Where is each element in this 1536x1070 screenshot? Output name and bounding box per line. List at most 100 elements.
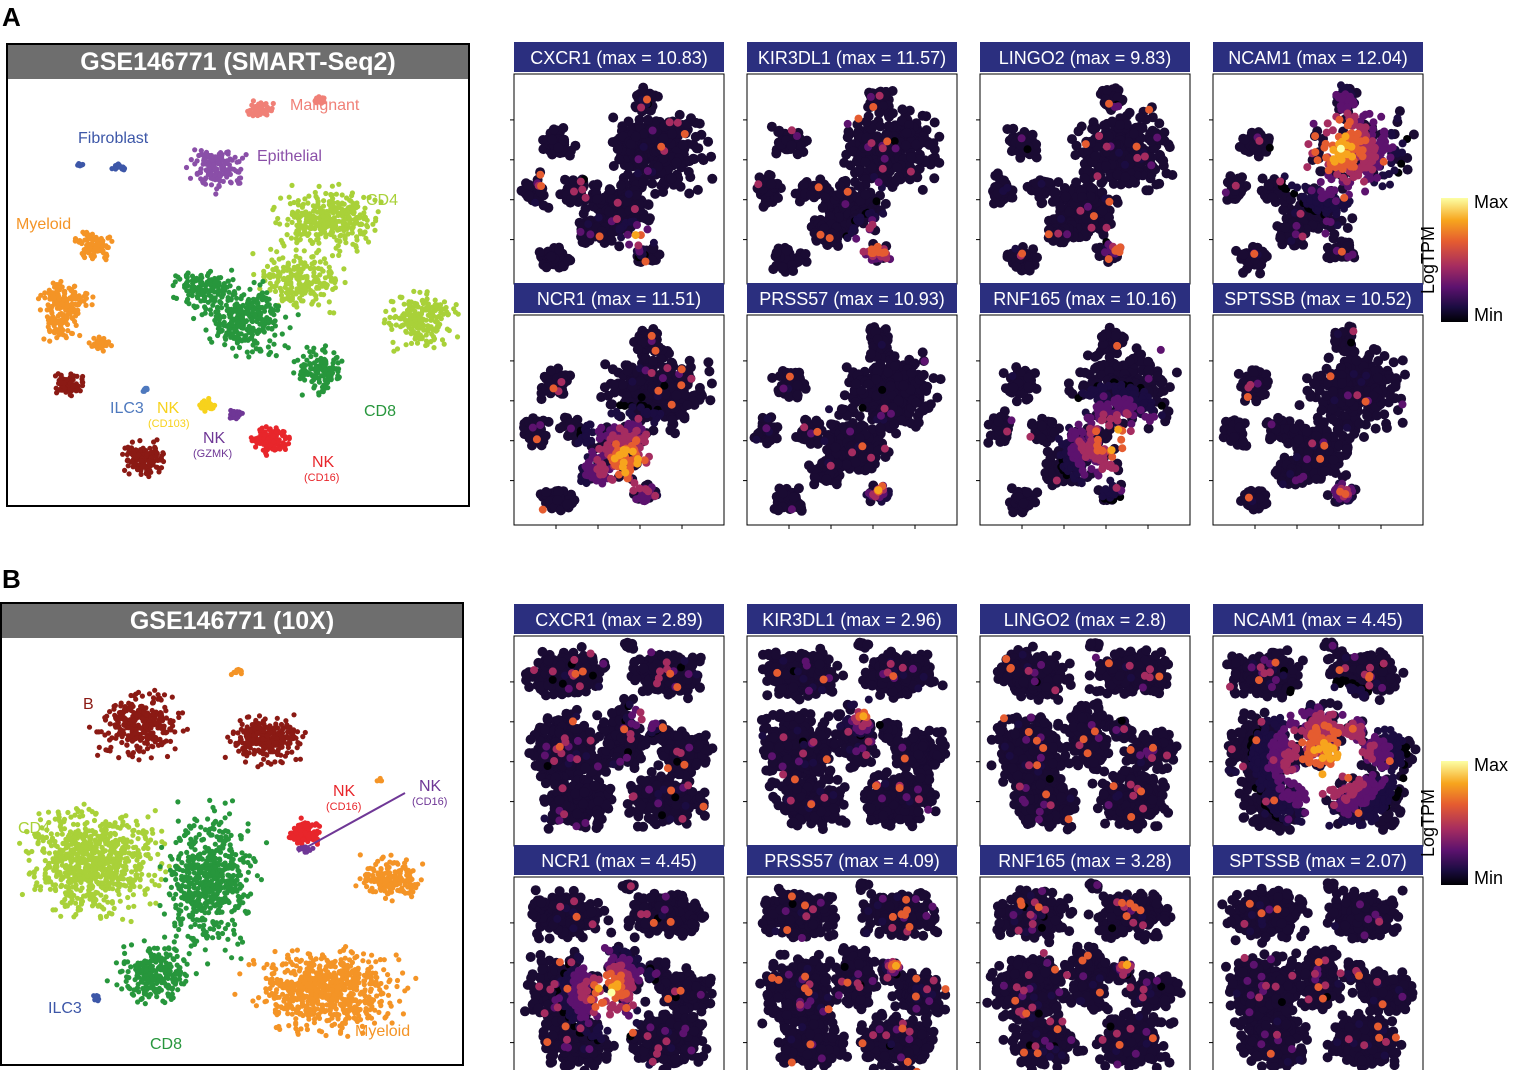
overview-point xyxy=(411,322,417,329)
overview-point xyxy=(307,265,313,272)
overview-point xyxy=(70,383,76,389)
overview-point xyxy=(329,1022,335,1029)
overview-point xyxy=(167,738,174,745)
overview-point xyxy=(185,283,191,289)
overview-point xyxy=(295,198,301,204)
overview-point xyxy=(251,279,257,286)
overview-point xyxy=(238,175,244,181)
overview-point xyxy=(272,724,279,730)
overview-point xyxy=(142,1001,148,1007)
overview-point xyxy=(173,273,179,279)
overview-point xyxy=(123,883,129,889)
overview-point xyxy=(114,868,120,874)
overview-point xyxy=(171,946,178,952)
overview-point xyxy=(418,311,425,317)
overview-point xyxy=(120,451,126,457)
overview-point xyxy=(300,734,306,740)
overview-point xyxy=(195,290,201,296)
overview-point xyxy=(161,723,167,730)
overview-point xyxy=(38,292,44,298)
overview-point xyxy=(177,837,183,844)
overview-point xyxy=(154,945,160,952)
overview-point xyxy=(113,850,119,856)
overview-point xyxy=(173,876,179,883)
overview-point xyxy=(50,317,56,324)
overview-point xyxy=(117,874,123,881)
overview-point xyxy=(275,751,281,758)
overview-point xyxy=(274,249,280,255)
overview-point xyxy=(116,755,122,761)
overview-point xyxy=(261,756,267,762)
overview-point xyxy=(315,236,321,242)
overview-point xyxy=(164,952,170,959)
overview-point xyxy=(186,912,192,919)
overview-point xyxy=(74,852,80,858)
overview-point xyxy=(386,320,392,326)
overview-point xyxy=(89,828,95,834)
overview-point xyxy=(325,220,331,226)
overview-point xyxy=(205,816,211,822)
overview-point xyxy=(293,247,299,253)
overview-point xyxy=(293,300,299,306)
overview-point xyxy=(179,860,185,866)
overview-header-a xyxy=(8,45,468,79)
overview-point xyxy=(253,717,259,724)
overview-point xyxy=(330,286,336,292)
overview-point xyxy=(195,886,201,892)
overview-point xyxy=(188,935,195,941)
overview-point xyxy=(163,869,169,875)
overview-point xyxy=(196,284,202,290)
overview-point xyxy=(270,100,276,107)
overview-point xyxy=(45,302,51,308)
overview-point xyxy=(218,275,224,281)
overview-point xyxy=(71,373,77,379)
overview-point xyxy=(146,946,152,952)
overview-point xyxy=(113,842,119,849)
overview-point xyxy=(221,281,227,287)
overview-point xyxy=(372,197,378,203)
overview-point xyxy=(207,797,213,804)
overview-point xyxy=(406,301,412,307)
overview-point xyxy=(307,211,313,217)
overview-point xyxy=(156,985,162,992)
overview-point xyxy=(99,850,105,856)
overview-point xyxy=(37,307,44,313)
overview-point xyxy=(129,439,135,445)
overview-point xyxy=(231,862,237,868)
overview-point xyxy=(47,338,53,344)
overview-point xyxy=(353,243,359,249)
overview-point xyxy=(88,840,94,846)
overview-point xyxy=(131,451,137,457)
overview-point xyxy=(229,909,235,915)
overview-point xyxy=(251,338,257,344)
overview-point xyxy=(51,295,57,301)
overview-point xyxy=(36,811,42,817)
overview-point xyxy=(216,885,222,891)
overview-point xyxy=(326,199,332,205)
overview-point xyxy=(234,334,241,340)
overview-point xyxy=(269,326,275,332)
overview-point xyxy=(381,967,387,973)
overview-point xyxy=(238,671,244,677)
overview-point xyxy=(129,738,135,744)
overview-point xyxy=(139,871,145,877)
overview-point xyxy=(148,755,154,761)
overview-point xyxy=(216,177,222,183)
overview-point xyxy=(157,714,164,720)
overview-point xyxy=(419,298,425,304)
overview-point xyxy=(237,734,244,741)
overview-point xyxy=(313,232,319,238)
overview-point xyxy=(193,902,199,909)
overview-point xyxy=(312,189,318,196)
overview-point xyxy=(103,822,109,828)
overview-point xyxy=(263,751,269,757)
overview-point xyxy=(52,373,59,379)
overview-point xyxy=(258,877,264,883)
overview-point xyxy=(193,971,199,977)
overview-point xyxy=(143,982,149,988)
overview-point xyxy=(298,1026,304,1032)
overview-point xyxy=(315,198,321,205)
overview-point xyxy=(122,704,128,710)
overview-point xyxy=(211,826,217,832)
overview-point xyxy=(360,958,366,964)
